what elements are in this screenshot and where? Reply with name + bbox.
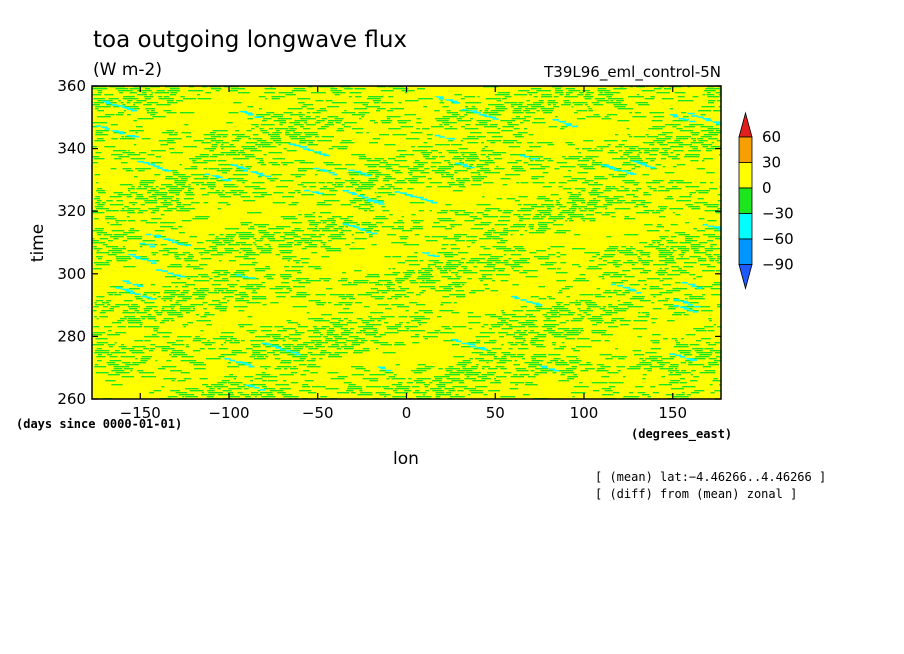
colorbar-max-triangle bbox=[738, 111, 753, 138]
y-tick-label: 360 bbox=[57, 77, 86, 95]
colorbar-segment bbox=[738, 162, 753, 189]
x-tick-label: 150 bbox=[658, 404, 687, 422]
x-tick-label: −100 bbox=[208, 404, 249, 422]
x-axis-label: lon bbox=[393, 449, 419, 469]
chart-title: toa outgoing longwave flux bbox=[93, 27, 407, 53]
run-label: T39L96_eml_control-5N bbox=[543, 63, 721, 82]
y-tick-label: 280 bbox=[57, 327, 86, 345]
chart-units: (W m-2) bbox=[93, 60, 162, 80]
y-tick-label: 320 bbox=[57, 202, 86, 220]
x-unit-label: (degrees_east) bbox=[631, 427, 732, 442]
note-diff-zonal: [ (diff) from (mean) zonal ] bbox=[595, 487, 797, 501]
y-axis-label: time bbox=[28, 224, 48, 262]
colorbar-segment bbox=[738, 213, 753, 240]
colorbar-segment bbox=[738, 136, 753, 163]
field-green-region bbox=[92, 86, 721, 399]
note-mean-lat: [ (mean) lat:−4.46266..4.46266 ] bbox=[595, 470, 826, 484]
x-tick-label: −150 bbox=[120, 404, 161, 422]
colorbar-label: 0 bbox=[762, 179, 772, 197]
heatmap-field bbox=[92, 86, 721, 399]
colorbar-label: −60 bbox=[762, 230, 794, 248]
x-tick-label: 0 bbox=[402, 404, 412, 422]
y-tick-label: 300 bbox=[57, 265, 86, 283]
colorbar-min-triangle bbox=[738, 264, 753, 291]
x-tick-label: 100 bbox=[570, 404, 599, 422]
colorbar-label: −90 bbox=[762, 256, 794, 274]
y-tick-label: 340 bbox=[57, 140, 86, 158]
colorbar-segment bbox=[738, 238, 753, 265]
colorbar-segment bbox=[738, 187, 753, 214]
x-tick-label: −50 bbox=[302, 404, 334, 422]
y-unit-label: (days since 0000-01-01) bbox=[16, 417, 182, 431]
colorbar-label: −30 bbox=[762, 205, 794, 223]
colorbar-label: 30 bbox=[762, 154, 781, 172]
y-tick-label: 260 bbox=[57, 390, 86, 408]
colorbar-label: 60 bbox=[762, 128, 781, 146]
x-axis: −150 −100 −50 0 50 100 150 bbox=[120, 86, 687, 422]
x-tick-label: 50 bbox=[486, 404, 505, 422]
colorbar: 60 30 0 −30 −60 −90 bbox=[738, 111, 794, 291]
y-axis: 260 280 300 320 340 360 bbox=[57, 77, 721, 408]
